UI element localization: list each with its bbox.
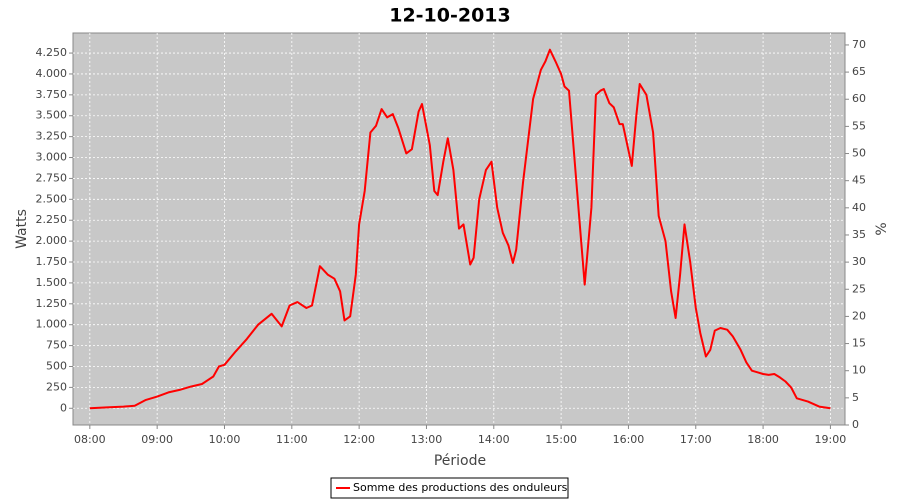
y2-tick-label: 0 [852, 418, 859, 431]
legend [330, 477, 569, 499]
x-tick-label: 17:00 [680, 433, 712, 446]
y-tick-label: 3.250 [36, 130, 68, 143]
y-tick-label: 1.500 [36, 276, 68, 289]
y2-tick-label: 55 [852, 119, 866, 132]
x-tick-label: 19:00 [815, 433, 847, 446]
y2-tick-label: 30 [852, 255, 866, 268]
y2-tick-label: 15 [852, 337, 866, 350]
y2-tick-label: 45 [852, 174, 866, 187]
y-tick-label: 3.000 [36, 151, 68, 164]
x-tick-label: 09:00 [141, 433, 173, 446]
x-axis-label: Période [434, 453, 486, 469]
y2-tick-label: 40 [852, 201, 866, 214]
x-tick-label: 15:00 [545, 433, 577, 446]
y-tick-label: 3.750 [36, 88, 68, 101]
y2-tick-label: 20 [852, 309, 866, 322]
y2-tick-label: 50 [852, 147, 866, 160]
y-tick-label: 1.000 [36, 318, 68, 331]
legend-label: Somme des productions des onduleurs [353, 481, 568, 494]
y-axis-label: Watts [14, 209, 30, 249]
y-tick-label: 500 [46, 359, 67, 372]
x-tick-label: 16:00 [613, 433, 645, 446]
y-tick-label: 2.250 [36, 213, 68, 226]
y-tick-label: 250 [46, 380, 67, 393]
y2-tick-label: 25 [852, 282, 866, 295]
y2-tick-label: 10 [852, 364, 866, 377]
y2-tick-label: 35 [852, 228, 866, 241]
y-tick-label: 4.000 [36, 67, 68, 80]
y-tick-label: 750 [46, 339, 67, 352]
y2-tick-label: 5 [852, 391, 859, 404]
x-tick-label: 11:00 [276, 433, 308, 446]
y-tick-label: 3.500 [36, 109, 68, 122]
y2-tick-label: 60 [852, 92, 866, 105]
y2-tick-label: 70 [852, 38, 866, 51]
y2-axis-label: % [874, 222, 890, 235]
y-tick-label: 2.000 [36, 234, 68, 247]
y-tick-label: 1.750 [36, 255, 68, 268]
x-tick-label: 13:00 [411, 433, 443, 446]
x-tick-label: 14:00 [478, 433, 510, 446]
chart-title: 12-10-2013 [389, 5, 511, 27]
y2-tick-label: 65 [852, 65, 866, 78]
y-tick-label: 1.250 [36, 297, 68, 310]
x-tick-label: 08:00 [74, 433, 106, 446]
y-tick-label: 4.250 [36, 46, 68, 59]
x-tick-label: 10:00 [209, 433, 241, 446]
data-line [89, 48, 831, 410]
y-tick-label: 2.750 [36, 171, 68, 184]
y-tick-label: 0 [60, 401, 67, 414]
x-tick-label: 18:00 [747, 433, 779, 446]
x-tick-label: 12:00 [343, 433, 375, 446]
y-tick-label: 2.500 [36, 192, 68, 205]
